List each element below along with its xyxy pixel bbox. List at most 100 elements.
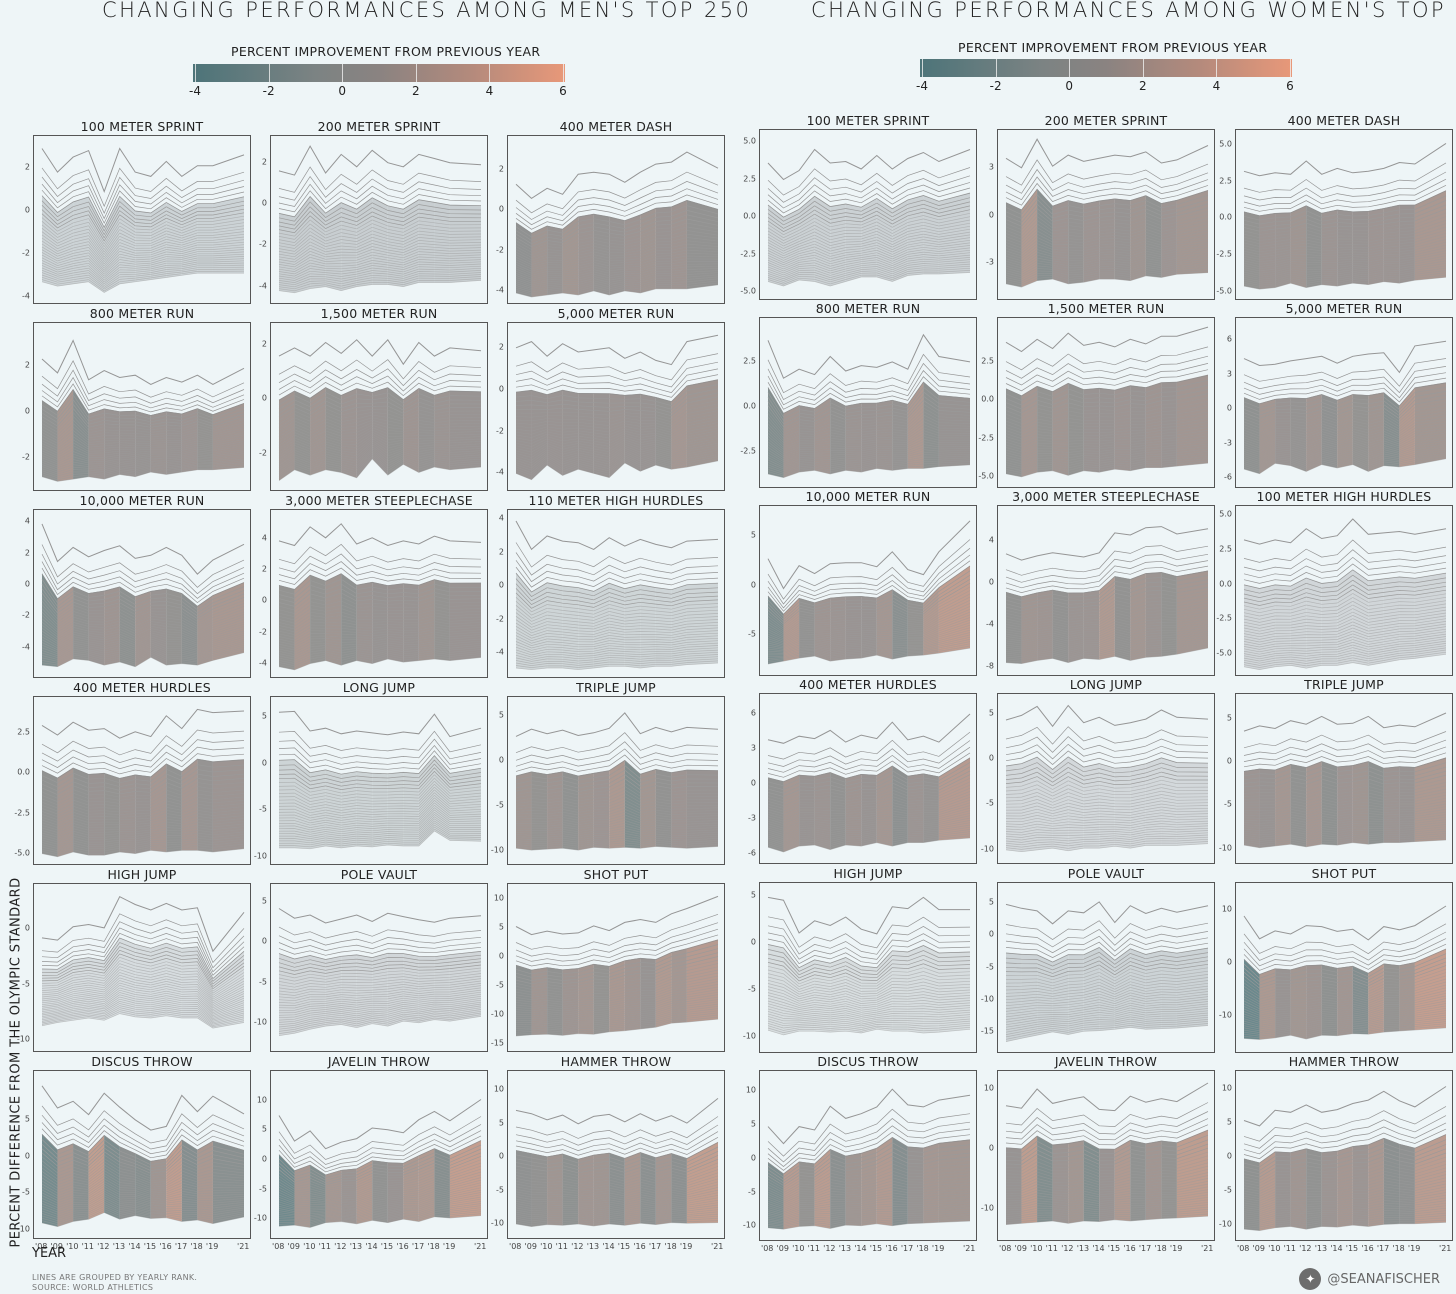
women-rank-line [1243, 1023, 1447, 1037]
women-rank-line [1243, 241, 1447, 260]
women-ribbon-segment [1021, 385, 1038, 477]
men-rank-line [41, 1199, 245, 1215]
women-rank-line [1243, 824, 1447, 834]
men-y-tick-label: -4 [496, 647, 504, 657]
women-y-tick-label: 0 [988, 210, 994, 219]
women-panel-plot [767, 333, 971, 478]
women-rank-line [1243, 1005, 1447, 1022]
men-rank-line [41, 244, 245, 269]
men-rank-line [41, 841, 245, 851]
men-rank-line [278, 443, 482, 464]
women-rank-line [1243, 731, 1447, 749]
men-rank-line [515, 261, 718, 278]
women-rank-line [1005, 239, 1209, 257]
men-rank-line [278, 649, 482, 662]
men-colorbar-tick-label: 0 [338, 84, 347, 98]
men-rank-line [41, 796, 245, 812]
men-rank-line [41, 758, 245, 779]
women-rank-line [1005, 1001, 1209, 1015]
author-handle: @SEANAFISCHER [1327, 1271, 1440, 1287]
women-rank-line [767, 242, 971, 261]
women-rank-line [767, 829, 971, 845]
men-rank-line [278, 437, 482, 456]
men-rank-line [41, 449, 245, 463]
author-credit[interactable]: ✦ @SEANAFISCHER [1299, 1268, 1440, 1290]
women-rank-line [767, 459, 971, 473]
men-y-tick-label: -2 [259, 627, 267, 637]
men-rank-line [515, 662, 719, 671]
men-rank-line [41, 1128, 245, 1159]
women-rank-line [767, 645, 971, 663]
men-rank-line [41, 215, 245, 245]
women-rank-line [1005, 1159, 1209, 1175]
men-y-tick-label: -4 [22, 291, 30, 301]
men-rank-line [278, 964, 482, 975]
women-rank-line [767, 586, 971, 627]
women-x-tick-label: '13 [838, 1244, 852, 1253]
men-rank-line [515, 622, 719, 634]
men-y-tick-label: 0 [24, 923, 30, 933]
women-y-tick-label: 5 [750, 1119, 756, 1129]
women-panel [997, 129, 1215, 300]
men-rank-line [279, 995, 482, 1011]
women-rank-line [767, 234, 971, 254]
men-rank-line [515, 222, 719, 250]
women-rank-line [767, 995, 971, 1007]
women-rank-line [1005, 404, 1209, 424]
women-rank-line [1243, 814, 1447, 824]
men-panel [33, 1070, 251, 1239]
women-rank-line [1243, 782, 1447, 794]
women-panel [759, 882, 977, 1053]
women-rank-line [1243, 603, 1447, 620]
men-panel [507, 509, 725, 678]
men-ribbon-segment [181, 408, 198, 473]
men-rank-line [41, 636, 245, 653]
women-ribbon-segment [923, 944, 939, 1034]
women-rank-line [1005, 761, 1209, 775]
men-rank-line [278, 596, 482, 611]
men-rank-line [41, 836, 245, 847]
women-rank-line [1243, 990, 1447, 1010]
women-rank-line [1005, 1178, 1209, 1192]
women-rank-line [1243, 995, 1447, 1014]
men-rank-line [515, 616, 719, 628]
women-panel-title: 10,000 METER RUN [805, 489, 931, 504]
women-ribbon-segment [1083, 763, 1100, 849]
women-rank-line [767, 353, 971, 394]
women-rank-line [1005, 265, 1209, 282]
men-rank-line [278, 811, 482, 831]
men-y-tick-label: 0 [24, 205, 30, 215]
footnote-grouping: LINES ARE GROUPED BY YEARLY RANK. [32, 1273, 198, 1282]
women-rank-line [1005, 1008, 1209, 1023]
women-ribbon-segment [1352, 569, 1369, 666]
women-rank-line [767, 957, 971, 979]
men-rank-line [41, 994, 245, 1017]
women-y-tick-label: -5 [1224, 1185, 1232, 1195]
men-panel-plot [278, 338, 482, 481]
men-ribbon-segment [119, 586, 136, 667]
women-rank-line [1005, 841, 1209, 850]
men-rank-line [515, 353, 719, 381]
men-rank-line [515, 406, 719, 425]
women-rank-line [767, 424, 971, 446]
women-rank-line [767, 1151, 971, 1184]
men-panel [507, 322, 725, 491]
men-rank-line [278, 954, 482, 964]
women-rank-line [767, 462, 971, 477]
men-x-tick-label: '13 [586, 1242, 600, 1251]
men-rank-line [278, 567, 482, 585]
men-rank-line [41, 638, 245, 655]
women-y-tick-label: -5 [986, 798, 994, 808]
women-rank-line [1243, 1007, 1447, 1024]
women-rank-line [1005, 214, 1209, 234]
men-x-tick-label: '13 [112, 1242, 126, 1251]
men-ribbon-segment [150, 763, 167, 852]
women-rank-line [1243, 628, 1447, 645]
men-rank-line [41, 1178, 245, 1194]
men-rank-line [278, 822, 482, 842]
men-rank-line [41, 640, 245, 657]
women-rank-line [1243, 816, 1447, 827]
men-rank-line [41, 258, 245, 281]
men-rank-line [278, 983, 482, 996]
men-rank-line [41, 212, 245, 242]
